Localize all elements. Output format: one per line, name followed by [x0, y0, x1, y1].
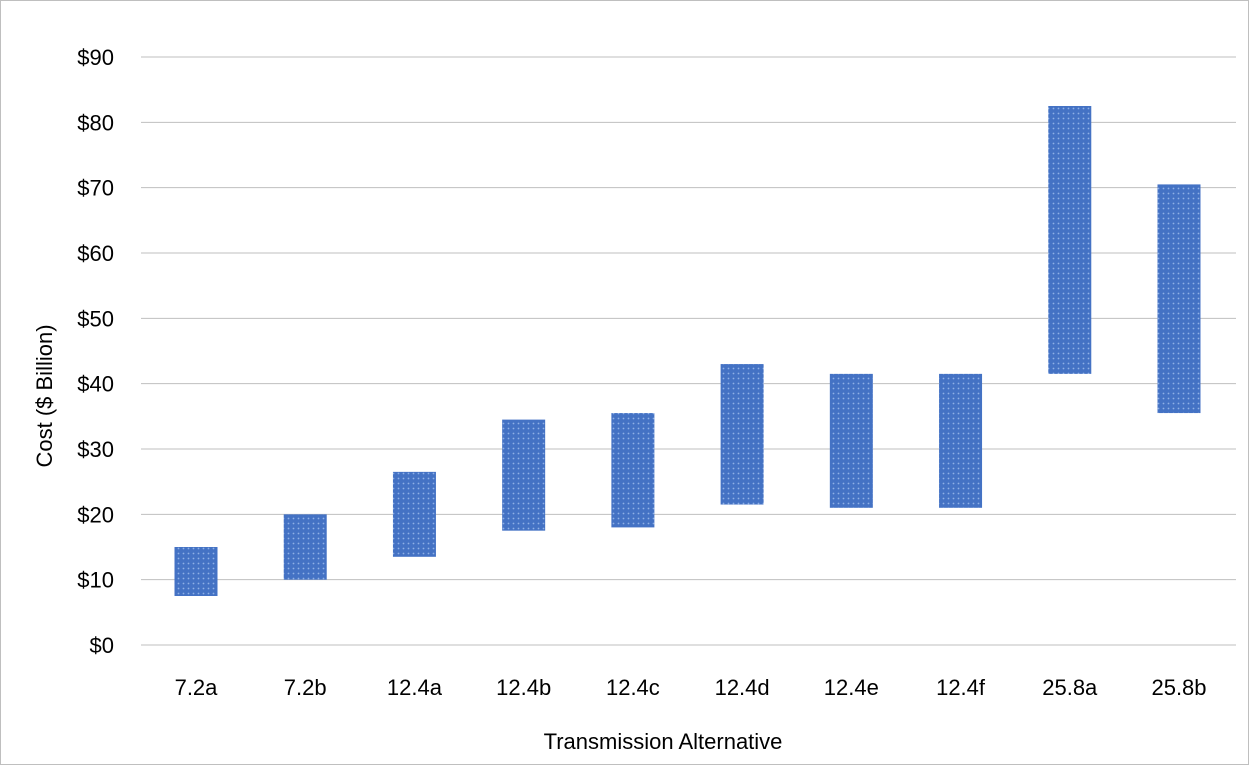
y-tick-label: $40: [77, 372, 114, 397]
range-bar-25-8b: [1157, 184, 1201, 414]
x-tick-label: 7.2a: [175, 675, 219, 700]
y-tick-label: $80: [77, 110, 114, 135]
range-bar-12-4d: [720, 364, 764, 505]
x-tick-label: 12.4d: [715, 675, 770, 700]
bars: [174, 106, 1201, 596]
x-tick-label: 12.4b: [496, 675, 551, 700]
x-tick-label: 25.8a: [1042, 675, 1098, 700]
y-tick-label: $50: [77, 306, 114, 331]
y-axis-ticks: $0 $10 $20 $30 $40 $50 $60 $70 $80 $90: [77, 45, 114, 658]
range-bar-12-4f: [939, 373, 983, 508]
range-bar-12-4a: [392, 471, 436, 557]
range-bar-25-8a: [1048, 106, 1092, 374]
range-bar-7-2b: [283, 514, 327, 580]
y-tick-label: $10: [77, 568, 114, 593]
y-tick-label: $90: [77, 45, 114, 70]
range-bar-7-2a: [174, 547, 218, 596]
x-tick-label: 12.4f: [936, 675, 986, 700]
y-tick-label: $20: [77, 502, 114, 527]
y-tick-label: $30: [77, 437, 114, 462]
y-tick-label: $70: [77, 176, 114, 201]
x-tick-label: 12.4e: [824, 675, 879, 700]
x-tick-label: 7.2b: [284, 675, 327, 700]
x-tick-label: 12.4c: [606, 675, 660, 700]
y-tick-label: $0: [90, 633, 114, 658]
x-tick-label: 12.4a: [387, 675, 443, 700]
y-axis-title: Cost ($ Billion): [32, 324, 57, 467]
x-axis-title: Transmission Alternative: [544, 729, 783, 754]
y-tick-label: $60: [77, 241, 114, 266]
range-bar-12-4e: [829, 373, 873, 508]
x-axis-ticks: 7.2a 7.2b 12.4a 12.4b 12.4c 12.4d 12.4e 12.4f 25…: [175, 675, 1207, 700]
range-bar-12-4b: [502, 419, 546, 531]
x-tick-label: 25.8b: [1151, 675, 1206, 700]
range-bar-12-4c: [611, 413, 655, 528]
